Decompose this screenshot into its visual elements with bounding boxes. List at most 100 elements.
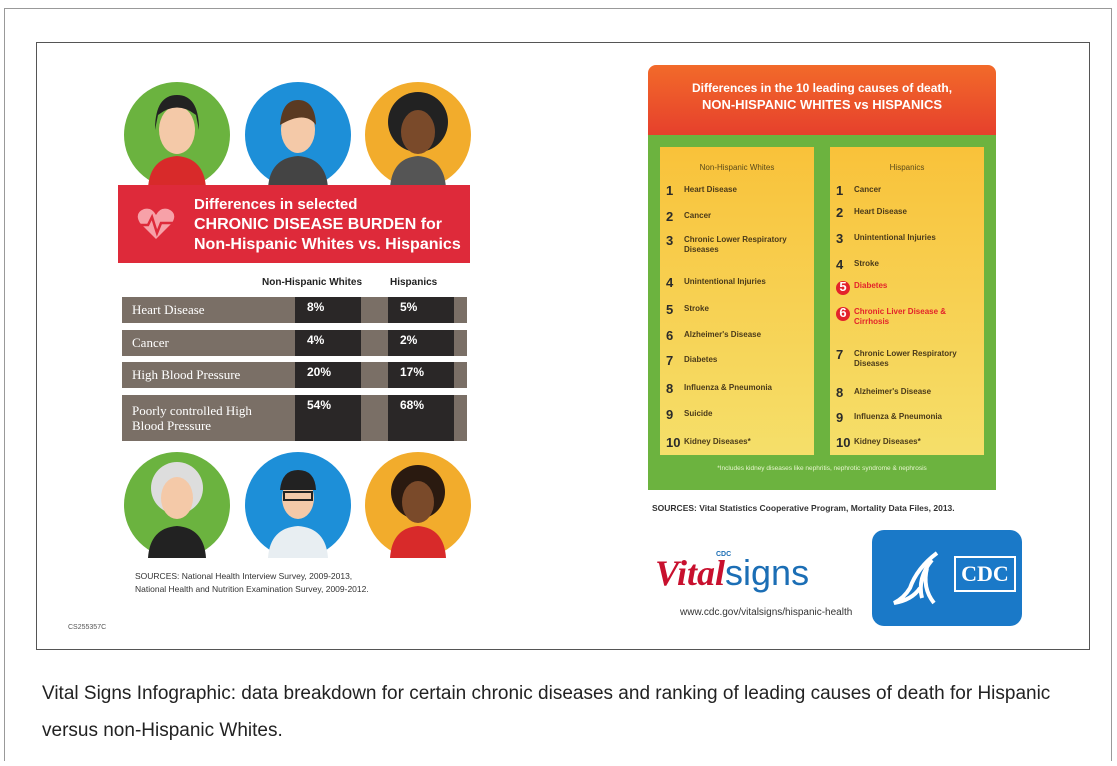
vitalsigns-logo: Vitalsigns [655, 552, 809, 594]
left-title-banner: Differences in selected CHRONIC DISEASE B… [118, 185, 470, 263]
logo-tag: CDC [716, 551, 732, 558]
rank-item: 10 Kidney Diseases* [666, 436, 812, 449]
rank-item: 4 Unintentional Injuries [666, 275, 812, 290]
rank-number: 6 [836, 306, 850, 321]
column-header: Hispanics [889, 163, 925, 172]
avatar [245, 82, 351, 188]
rank-item: 6 Alzheimer's Disease [666, 328, 812, 343]
url: www.cdc.gov/vitalsigns/hispanic-health [680, 607, 853, 618]
cause-label: Stroke [854, 259, 879, 268]
cause-label: Influenza & Pneumonia [854, 412, 943, 421]
rank-number: 5 [836, 280, 850, 295]
value-cell: 17% [388, 362, 454, 388]
rank-item: 8 Alzheimer's Disease [836, 385, 982, 400]
logo-part: Vital [655, 553, 726, 593]
rank-number: 3 [836, 231, 844, 246]
ranking-column: Non-Hispanic Whites 1 Heart Disease 2 Cancer… [660, 147, 814, 455]
cdc-logo: CDC [872, 530, 1022, 626]
column-header: Non-Hispanic Whites [262, 277, 363, 288]
right-title-banner: Differences in the 10 leading causes of … [648, 65, 996, 135]
rank-number: 8 [836, 385, 844, 400]
cause-label: Stroke [684, 304, 709, 313]
value-cell: 4% [295, 330, 361, 356]
rank-item: 5 Stroke [666, 303, 812, 316]
cause-label: Alzheimer's Disease [854, 387, 932, 396]
title-line: Non-Hispanic Whites vs. Hispanics [194, 236, 461, 253]
avatars [124, 82, 471, 558]
rank-number: 9 [666, 407, 674, 422]
row-label: Poorly controlled High Blood Pressure [132, 403, 252, 433]
hhs-eagle [893, 551, 939, 605]
rank-number: 2 [836, 205, 844, 220]
rank-number: 2 [666, 209, 674, 224]
rank-item: 8 Influenza & Pneumonia [666, 381, 812, 396]
caption: Vital Signs Infographic: data breakdown … [42, 683, 1051, 741]
rank-number: 7 [666, 353, 674, 368]
ranking-panel: *Includes kidney diseases like nephritis… [648, 135, 996, 490]
rank-item: 4 Stroke [836, 257, 982, 272]
cause-label: Unintentional Injuries [854, 233, 936, 242]
rank-number: 1 [666, 183, 674, 198]
rank-item: 2 Cancer [666, 209, 812, 224]
rank-item: 9 Suicide [666, 407, 812, 422]
cause-label: Cancer [854, 185, 882, 194]
row-label: Cancer [132, 335, 169, 350]
rank-item: 3 Unintentional Injuries [836, 231, 982, 246]
cause-label: Cancer [684, 211, 712, 220]
rank-item: 1 Cancer [836, 184, 982, 197]
avatar [124, 452, 230, 558]
value-cell: 8% [295, 297, 361, 323]
cause-label: Heart Disease [684, 185, 737, 194]
cause-label: Heart Disease [854, 207, 907, 216]
rank-number: 8 [666, 381, 674, 396]
table-row: High Blood Pressure 20% 17% [122, 362, 467, 388]
avatar [245, 452, 351, 558]
rank-item: 7 Chronic Lower Respiratory Diseases [836, 348, 982, 369]
table-row: Cancer 4% 2% [122, 330, 467, 356]
cause-label: Diabetes [684, 355, 718, 364]
title-line: Differences in the 10 leading causes of … [691, 81, 953, 95]
table-row: Poorly controlled High Blood Pressure 54%… [122, 395, 467, 441]
cause-label: Unintentional Injuries [684, 277, 766, 286]
source-line: SOURCES: National Health Interview Surve… [135, 571, 353, 581]
table-row: Heart Disease 8% 5% [122, 297, 467, 323]
rank-item: 5 Diabetes [836, 280, 982, 295]
rank-item: 10 Kidney Diseases* [836, 436, 982, 449]
rank-number: 9 [836, 410, 844, 425]
cdc-mark: CDC [954, 556, 1016, 592]
rank-number: 6 [666, 328, 674, 343]
cause-label: Chronic Liver Disease & Cirrhosis [854, 307, 947, 326]
cause-label: Chronic Lower Respiratory Diseases [854, 349, 957, 368]
cause-label: Diabetes [854, 281, 888, 290]
ranking-column: Hispanics 1 Cancer 2 Heart Disease 3 Unintenti… [830, 147, 984, 455]
rank-item: 2 Heart Disease [836, 205, 982, 220]
infographic-frame [36, 42, 1090, 650]
value-cell: 5% [388, 297, 454, 323]
rank-item: 9 Influenza & Pneumonia [836, 410, 982, 425]
rank-item: 1 Heart Disease [666, 183, 812, 198]
title-line: CHRONIC DISEASE BURDEN for [194, 216, 443, 233]
right-sources: SOURCES: Vital Statistics Cooperative Pr… [652, 503, 955, 513]
avatar [124, 82, 230, 188]
rank-number: 4 [666, 275, 674, 290]
doc-code: CS255357C [68, 624, 107, 631]
cause-label: Influenza & Pneumonia [684, 383, 773, 392]
rank-item: 6 Chronic Liver Disease & Cirrhosis [836, 306, 982, 327]
row-label: Heart Disease [132, 302, 205, 317]
heart-icon [137, 208, 175, 239]
footnote: *Includes kidney diseases like nephritis… [717, 465, 927, 472]
left-sources: SOURCES: National Health Interview Surve… [135, 570, 369, 596]
cause-label: Kidney Diseases* [684, 437, 751, 446]
source-line: National Health and Nutrition Examinatio… [135, 584, 369, 594]
rank-item: 3 Chronic Lower Respiratory Diseases [666, 234, 812, 255]
rank-number: 4 [836, 257, 844, 272]
value-cell: 68% [388, 395, 454, 441]
logo-part: signs [725, 552, 810, 593]
row-label: High Blood Pressure [132, 367, 241, 382]
cause-label: Suicide [684, 409, 713, 418]
avatar [365, 82, 471, 188]
column-header: Non-Hispanic Whites [699, 163, 775, 172]
outer-border [4, 8, 1112, 761]
cause-label: Kidney Diseases* [854, 437, 921, 446]
